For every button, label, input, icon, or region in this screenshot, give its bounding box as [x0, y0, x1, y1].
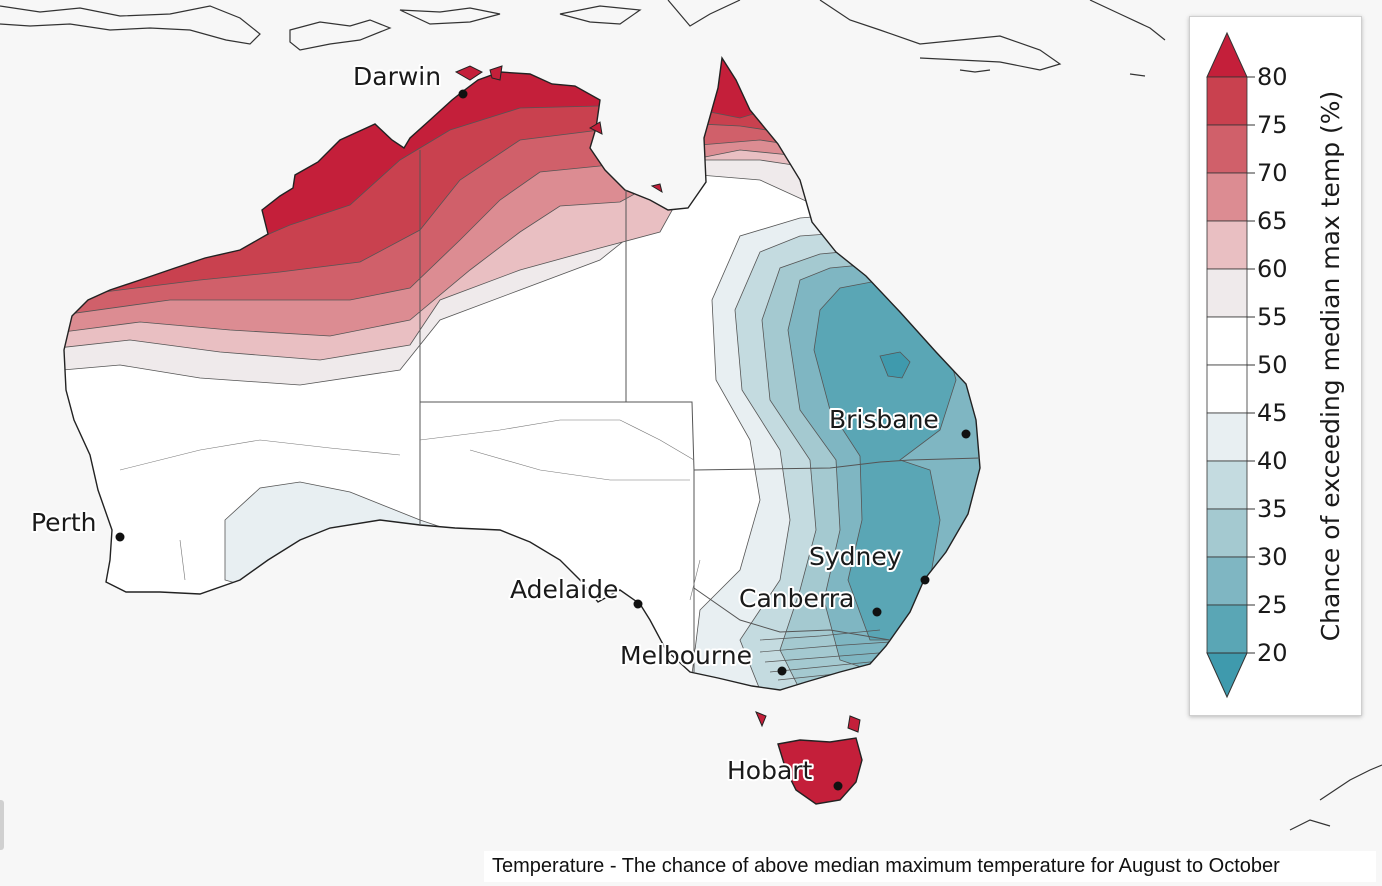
- darwin-label: Darwin: [353, 62, 441, 91]
- legend-panel: 80 75 70 65 60 55 50 45 40 35 30 25 20 Chance of exc…: [1189, 16, 1362, 716]
- colorbar-tick-label: 30: [1257, 543, 1288, 571]
- melbourne-label: Melbourne: [620, 641, 752, 670]
- colorbar-tick-label: 60: [1257, 255, 1288, 283]
- colorbar-tick-label: 50: [1257, 351, 1288, 379]
- state-borders: [419, 150, 981, 672]
- adelaide-marker: [633, 599, 643, 609]
- colorbar-tick-label: 80: [1257, 63, 1288, 91]
- surrounding-coastlines: [0, 0, 1382, 831]
- colorbar-segment: [1206, 76, 1248, 126]
- adelaide-label: Adelaide: [510, 575, 618, 604]
- colorbar-segment: [1206, 316, 1248, 366]
- colorbar-segment: [1206, 556, 1248, 606]
- colorbar-tick-label: 25: [1257, 591, 1288, 619]
- perth-marker: [115, 532, 125, 542]
- colorbar-segments: [1206, 31, 1248, 699]
- coastal-islands: [454, 65, 663, 194]
- colorbar-segment: [1206, 460, 1248, 510]
- darwin-marker: [458, 89, 468, 99]
- hobart-label: Hobart: [727, 756, 813, 785]
- colorbar-segment: [1206, 604, 1248, 654]
- colorbar-ticks: 80 75 70 65 60 55 50 45 40 35 30 25 20: [1247, 63, 1288, 667]
- legend-title: Chance of exceeding median max temp (%): [1316, 91, 1345, 642]
- canberra-label: Canberra: [739, 584, 854, 613]
- brisbane-marker: [961, 429, 971, 439]
- colorbar-segment: [1206, 268, 1248, 318]
- colorbar: 80 75 70 65 60 55 50 45 40 35 30 25 20 Chance of exc…: [1206, 31, 1345, 699]
- colorbar-segment: [1206, 172, 1248, 222]
- colorbar-segment: [1206, 364, 1248, 414]
- colorbar-tick-label: 45: [1257, 399, 1288, 427]
- melbourne-marker: [777, 666, 787, 676]
- city-markers: [115, 89, 971, 791]
- colorbar-top-arrow: [1206, 31, 1248, 78]
- city-labels: Darwin Perth Adelaide Melbourne Canberra…: [29, 60, 941, 787]
- colorbar-tick-label: 65: [1257, 207, 1288, 235]
- side-tab: [0, 800, 4, 850]
- colorbar-tick-label: 55: [1257, 303, 1288, 331]
- colorbar-tick-label: 20: [1257, 639, 1288, 667]
- colorbar-tick-label: 70: [1257, 159, 1288, 187]
- perth-label: Perth: [31, 508, 97, 537]
- region-lines: [119, 419, 701, 601]
- colorbar-bottom-arrow: [1206, 652, 1248, 699]
- brisbane-label: Brisbane: [829, 405, 939, 434]
- colorbar-tick-label: 75: [1257, 111, 1288, 139]
- colorbar-segment: [1206, 124, 1248, 174]
- colorbar-segment: [1206, 412, 1248, 462]
- colorbar-tick-label: 35: [1257, 495, 1288, 523]
- map-caption: Temperature - The chance of above median…: [484, 851, 1376, 882]
- colorbar-tick-label: 40: [1257, 447, 1288, 475]
- canberra-marker: [872, 607, 882, 617]
- colorbar-segment: [1206, 508, 1248, 558]
- hobart-marker: [833, 781, 843, 791]
- colorbar-segment: [1206, 220, 1248, 270]
- sydney-label: Sydney: [809, 542, 902, 571]
- sydney-marker: [920, 575, 930, 585]
- contour-bands: [64, 58, 980, 690]
